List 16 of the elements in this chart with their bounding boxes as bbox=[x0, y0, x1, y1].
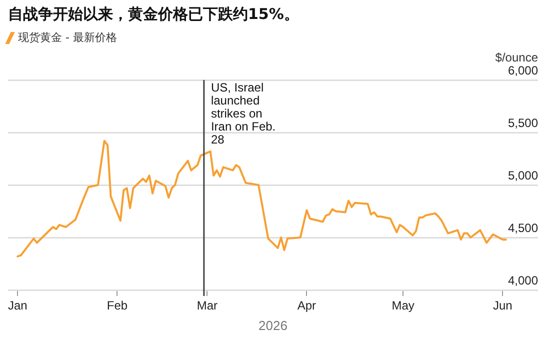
x-tick-label: May bbox=[392, 298, 414, 313]
x-tick-label: Feb bbox=[106, 298, 128, 313]
y-tick-label: 6,000 bbox=[508, 63, 538, 78]
y-tick-label: 5,500 bbox=[508, 116, 538, 130]
chart-title: 自战争开始以来，黄金价格已下跌约15%。 bbox=[8, 5, 299, 24]
y-axis-title: $/ounce bbox=[495, 50, 538, 64]
x-tick-label: Jan bbox=[8, 298, 28, 313]
x-axis-title: 2026 bbox=[258, 318, 288, 333]
x-tick-label: Apr bbox=[297, 298, 316, 313]
x-tick-label: Mar bbox=[196, 298, 218, 313]
y-tick-label: 5,000 bbox=[508, 168, 538, 182]
y-tick-label: 4,500 bbox=[508, 220, 538, 235]
y-tick-label: 4,000 bbox=[508, 273, 538, 288]
x-tick-label: Jun bbox=[492, 298, 512, 313]
legend-label: 现货黄金 - 最新价格 bbox=[18, 30, 117, 45]
ref-line-label: US, Israel launched strikes on Iran on Feb. 28 bbox=[210, 80, 276, 146]
